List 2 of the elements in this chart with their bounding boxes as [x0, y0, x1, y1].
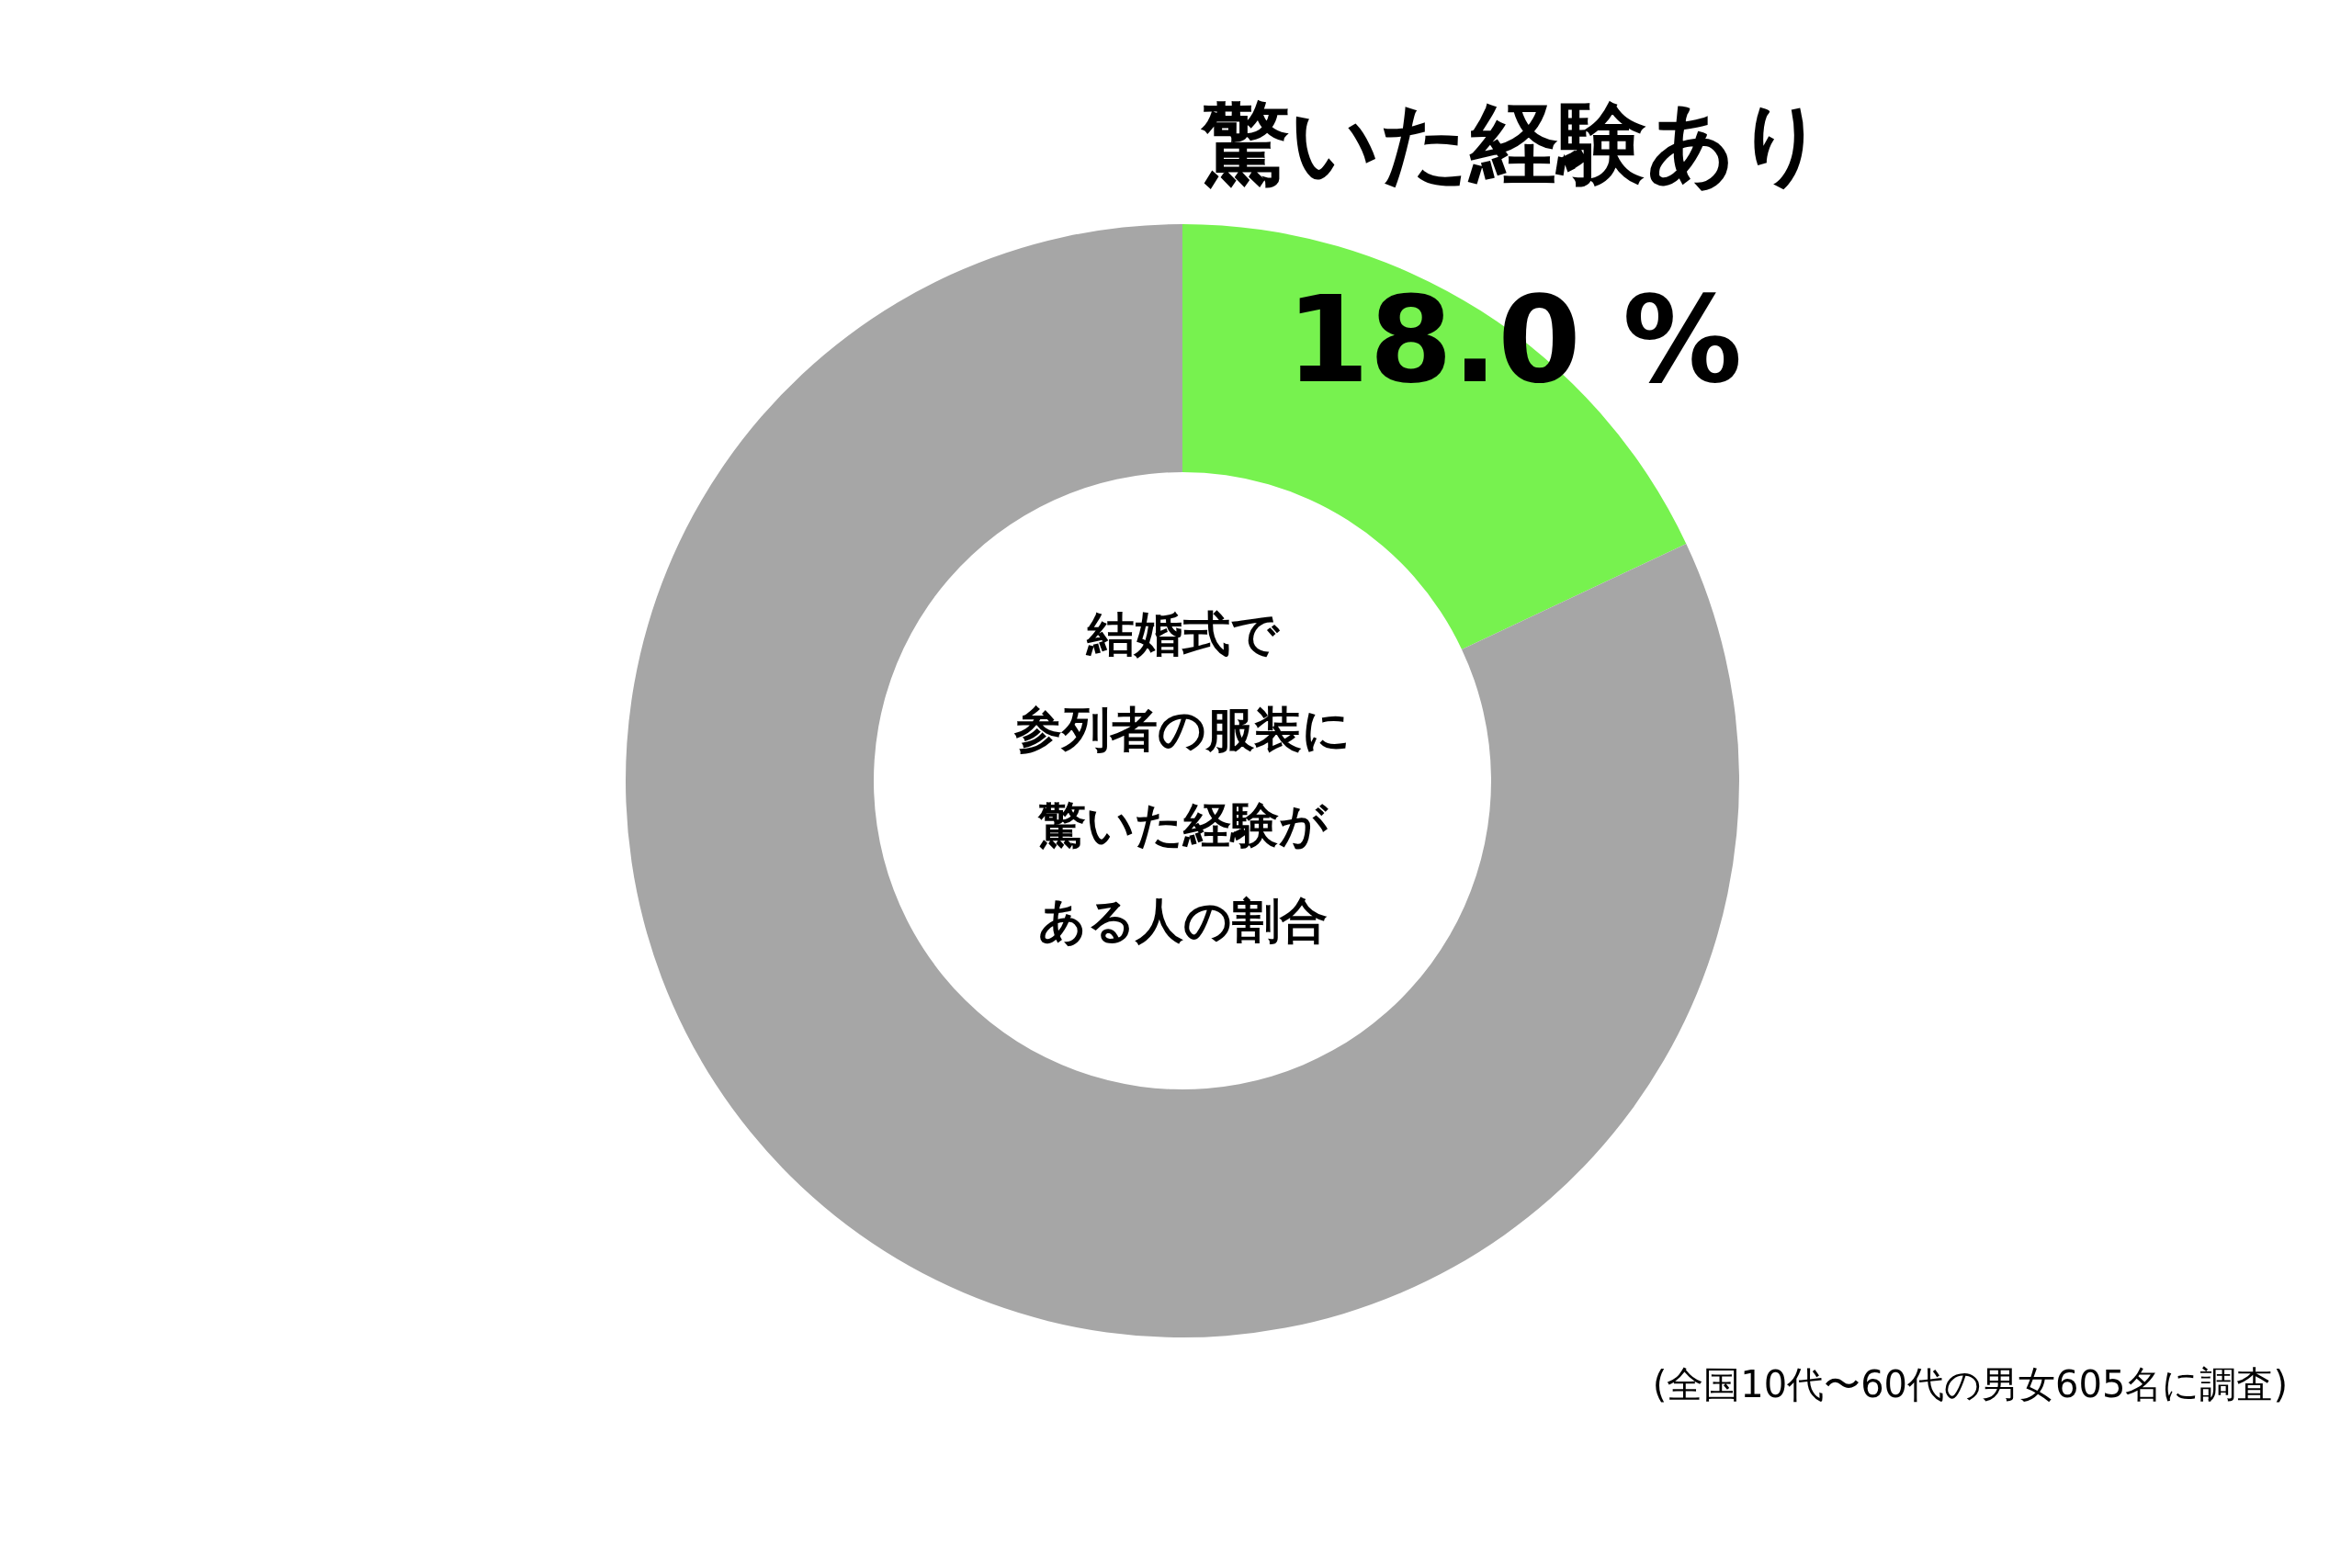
- annotation: (全国10代〜60代の男女605名に調査): [1652, 1363, 2288, 1405]
- title: 結婚式で参列者の服装に驚いた経験がある人の割合: [1014, 606, 1351, 948]
